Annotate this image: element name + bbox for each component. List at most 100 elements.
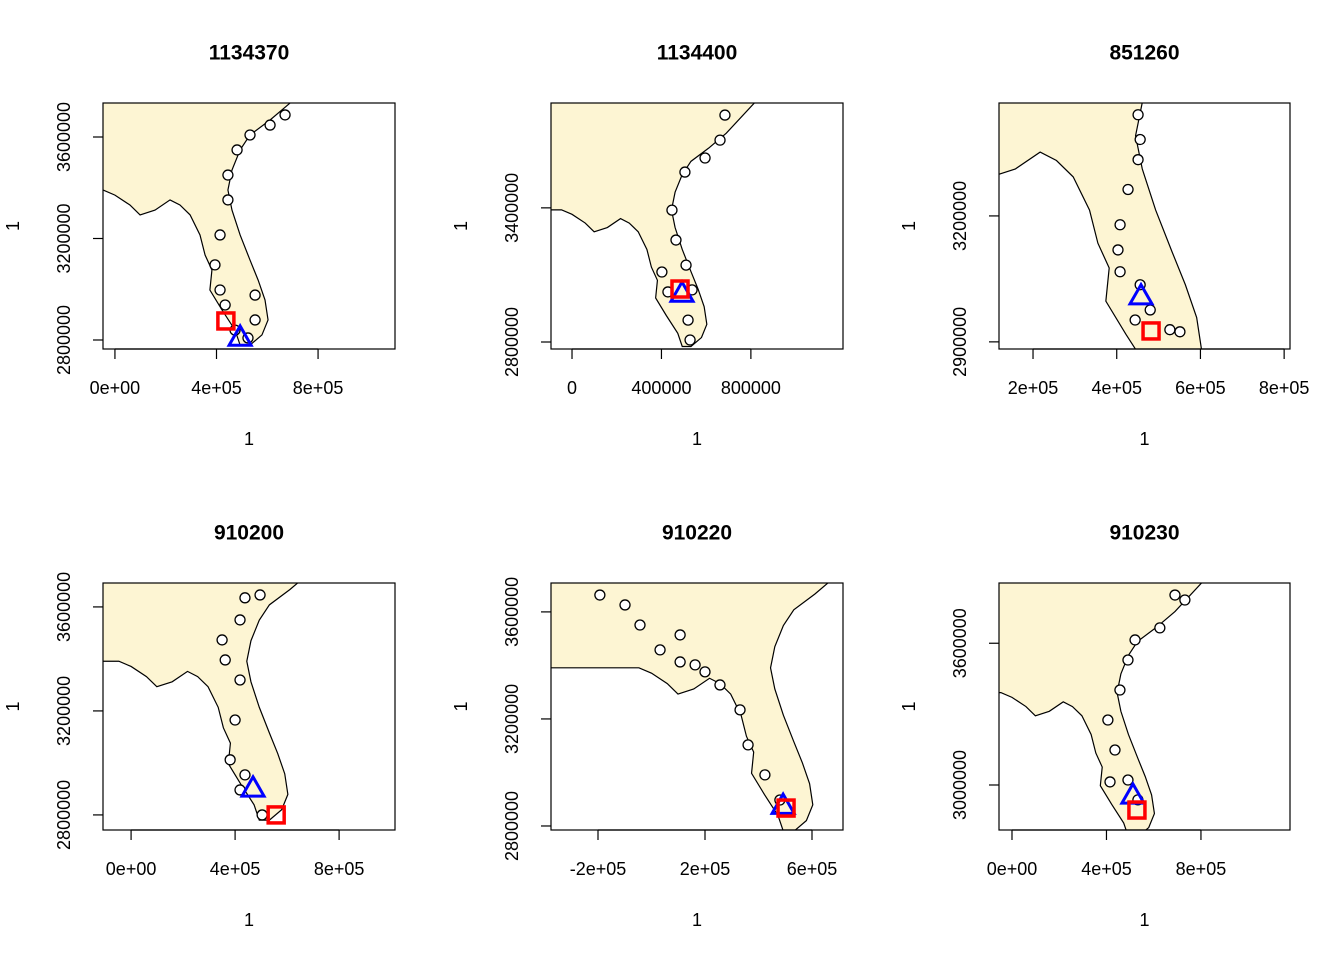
map — [103, 103, 291, 347]
point — [1129, 634, 1141, 646]
point — [1102, 714, 1114, 726]
y-tick-label: 3000000 — [950, 750, 970, 820]
point — [214, 229, 226, 241]
point — [1129, 314, 1141, 326]
x-axis-label: 1 — [1139, 429, 1149, 449]
x-tick-label: 800000 — [721, 378, 781, 398]
x-axis-label: 1 — [244, 910, 254, 930]
point — [239, 769, 251, 781]
point — [670, 234, 682, 246]
point — [239, 592, 251, 604]
end-marker — [216, 311, 236, 331]
point — [634, 619, 646, 631]
point — [719, 109, 731, 121]
x-tick-label: 4e+05 — [1091, 378, 1142, 398]
y-axis-label: 1 — [451, 221, 471, 231]
point — [1132, 154, 1144, 166]
end-marker — [266, 805, 286, 825]
map — [103, 583, 423, 825]
x-tick-label: 8e+05 — [293, 378, 344, 398]
x-tick-label: 2e+05 — [1008, 378, 1059, 398]
y-axis-label: 1 — [3, 701, 23, 711]
y-tick-label: 3400000 — [502, 173, 522, 243]
map — [551, 583, 952, 830]
y-tick-label: 2800000 — [54, 780, 74, 850]
point — [689, 659, 701, 671]
y-tick-label: 3600000 — [502, 577, 522, 647]
point — [209, 259, 221, 271]
point — [1174, 326, 1186, 338]
point — [222, 194, 234, 206]
chart-title: 910200 — [214, 522, 284, 545]
point — [1112, 244, 1124, 256]
point — [279, 109, 291, 121]
point — [682, 314, 694, 326]
start-marker — [226, 322, 254, 347]
map — [999, 103, 1344, 349]
point — [1179, 594, 1191, 606]
chart-title: 1134400 — [657, 42, 738, 65]
x-tick-label: 2e+05 — [680, 859, 731, 879]
point — [216, 634, 228, 646]
x-tick-label: 0 — [567, 378, 577, 398]
x-tick-label: 4e+05 — [210, 859, 261, 879]
land — [103, 583, 423, 820]
y-tick-label: 3200000 — [54, 203, 74, 273]
point — [1132, 109, 1144, 121]
x-tick-label: 6e+05 — [787, 859, 838, 879]
end-marker — [1141, 321, 1161, 341]
y-axis-label: 1 — [899, 701, 919, 711]
x-tick-label: 8e+05 — [314, 859, 365, 879]
point — [222, 169, 234, 181]
point — [619, 599, 631, 611]
x-axis-label: 1 — [244, 429, 254, 449]
panel: 910230 1 1 0e+00 4e+05 8e+05 3000000 3600000 — [899, 522, 1291, 930]
map — [999, 583, 1277, 830]
y-tick-label: 2800000 — [502, 307, 522, 377]
point — [742, 739, 754, 751]
point — [1114, 266, 1126, 278]
point — [256, 809, 268, 821]
point — [244, 129, 256, 141]
point — [1144, 304, 1156, 316]
land — [551, 583, 952, 830]
point — [1122, 183, 1134, 196]
point — [759, 769, 771, 781]
map — [551, 103, 823, 346]
end-marker — [776, 798, 796, 818]
point — [219, 654, 231, 666]
point — [1134, 133, 1146, 146]
point — [656, 266, 668, 278]
y-axis-label: 1 — [3, 221, 23, 231]
x-tick-label: 400000 — [631, 378, 691, 398]
point — [1122, 654, 1134, 666]
panel: 1134400 1 1 0 400000 800000 2800000 3400000 — [451, 42, 844, 449]
end-marker — [1127, 800, 1147, 820]
point — [214, 284, 226, 296]
panel: 910220 1 1 -2e+05 2e+05 6e+05 2800000 3200000 36… — [451, 522, 952, 930]
point — [714, 134, 726, 146]
y-tick-label: 3600000 — [54, 102, 74, 172]
x-tick-label: 8e+05 — [1176, 859, 1227, 879]
x-axis-label: 1 — [692, 910, 702, 930]
point — [1122, 774, 1134, 786]
start-marker — [239, 773, 267, 798]
land — [551, 103, 823, 346]
point — [231, 144, 243, 156]
point — [1109, 744, 1121, 756]
point — [219, 299, 231, 311]
point — [1114, 684, 1126, 696]
chart-title: 851260 — [1109, 42, 1179, 65]
point — [654, 644, 666, 656]
point — [699, 152, 711, 164]
x-tick-label: 8e+05 — [1259, 378, 1310, 398]
x-tick-label: 0e+00 — [987, 859, 1038, 879]
point — [264, 119, 276, 131]
chart-title: 910220 — [662, 522, 732, 545]
y-tick-label: 3600000 — [54, 572, 74, 642]
point — [249, 314, 261, 326]
end-marker — [670, 279, 690, 299]
start-marker — [1127, 281, 1155, 306]
point — [229, 714, 241, 726]
